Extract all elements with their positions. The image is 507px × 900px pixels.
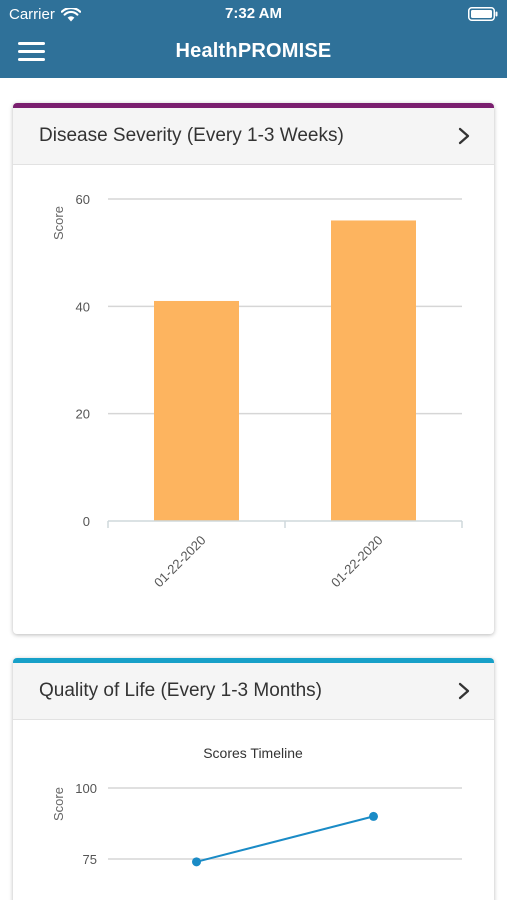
app-title: HealthPROMISE xyxy=(175,40,332,62)
chevron-right-icon[interactable] xyxy=(458,682,470,700)
app-header: Carrier 7:32 AM HealthPROMISE xyxy=(0,0,507,78)
series-line xyxy=(196,815,374,863)
data-point xyxy=(369,811,378,821)
card-title: Disease Severity (Every 1-3 Weeks) xyxy=(39,125,344,146)
y-tick-label: 100 xyxy=(75,781,97,796)
y-tick-label: 60 xyxy=(76,192,90,207)
chevron-right-icon[interactable] xyxy=(458,127,470,145)
y-tick-label: 0 xyxy=(83,514,90,529)
y-axis-label: Score xyxy=(51,206,66,240)
disease-severity-card-header[interactable]: Disease Severity (Every 1-3 Weeks) xyxy=(13,108,494,165)
y-tick-label: 20 xyxy=(76,407,90,422)
carrier-label: Carrier xyxy=(9,6,55,23)
y-axis-label: Score xyxy=(51,787,66,821)
data-point xyxy=(192,857,201,867)
quality-of-life-line-chart: Scores Timeline 75 100 Score xyxy=(51,745,462,867)
bar xyxy=(331,220,416,521)
card-accent-bar xyxy=(13,658,494,663)
carrier-indicator: Carrier xyxy=(9,6,81,23)
bar xyxy=(154,300,239,521)
status-time: 7:32 AM xyxy=(225,5,282,22)
hamburger-menu-icon-bar xyxy=(18,58,45,61)
card-accent-bar xyxy=(13,103,494,108)
wifi-icon xyxy=(60,7,81,21)
disease-severity-card: Disease Severity (Every 1-3 Weeks) 0 20 40… xyxy=(13,103,494,634)
x-tick-label: 01-22-2020 xyxy=(328,533,386,591)
quality-of-life-card: Quality of Life (Every 1-3 Months) Score… xyxy=(13,658,494,900)
x-tick-label: 01-22-2020 xyxy=(151,533,209,591)
battery-icon xyxy=(468,7,498,21)
hamburger-menu-icon xyxy=(18,42,45,45)
status-bar: Carrier 7:32 AM xyxy=(0,0,507,28)
nav-bar: HealthPROMISE xyxy=(0,28,507,78)
hamburger-menu-icon-bar xyxy=(18,50,45,53)
quality-of-life-card-header[interactable]: Quality of Life (Every 1-3 Months) xyxy=(13,663,494,720)
card-title: Quality of Life (Every 1-3 Months) xyxy=(39,680,322,701)
disease-severity-bar-chart: 0 20 40 60 Score 01-22-2020 01-22-2020 xyxy=(51,192,463,591)
y-tick-label: 40 xyxy=(76,299,90,314)
hamburger-menu-button[interactable] xyxy=(18,39,48,65)
y-tick-label: 75 xyxy=(83,852,97,867)
chart-title: Scores Timeline xyxy=(203,745,303,761)
